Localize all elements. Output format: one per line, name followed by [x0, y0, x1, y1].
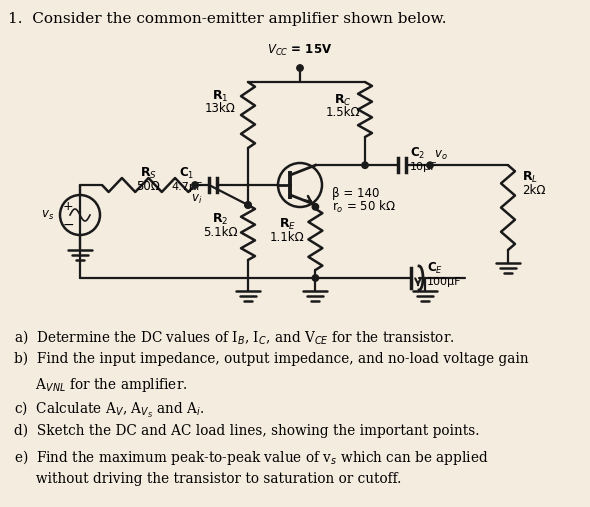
Text: A$_{VNL}$ for the amplifier.: A$_{VNL}$ for the amplifier.	[14, 376, 188, 394]
Text: R$_2$: R$_2$	[212, 211, 228, 227]
Text: e)  Find the maximum peak-to-peak value of v$_s$ which can be applied: e) Find the maximum peak-to-peak value o…	[14, 448, 489, 467]
Text: 10μF: 10μF	[410, 162, 438, 172]
Text: C$_2$: C$_2$	[410, 146, 425, 161]
Text: 5.1kΩ: 5.1kΩ	[203, 226, 237, 238]
Text: R$_L$: R$_L$	[522, 170, 538, 185]
Text: d)  Sketch the DC and AC load lines, showing the important points.: d) Sketch the DC and AC load lines, show…	[14, 424, 480, 439]
Text: +: +	[63, 200, 73, 213]
Text: 1.1kΩ: 1.1kΩ	[270, 231, 305, 244]
Circle shape	[192, 182, 198, 188]
Text: 1.5kΩ: 1.5kΩ	[326, 106, 360, 120]
Circle shape	[427, 162, 433, 168]
Text: 50Ω: 50Ω	[136, 180, 160, 194]
Circle shape	[362, 162, 368, 168]
Text: 13kΩ: 13kΩ	[205, 102, 235, 116]
Text: b)  Find the input impedance, output impedance, and no-load voltage gain: b) Find the input impedance, output impe…	[14, 352, 529, 367]
Circle shape	[297, 65, 303, 71]
Text: C$_1$: C$_1$	[179, 165, 195, 180]
Text: r$_o$ = 50 kΩ: r$_o$ = 50 kΩ	[332, 199, 396, 215]
Text: c)  Calculate A$_V$, A$_{V_S}$ and A$_i$.: c) Calculate A$_V$, A$_{V_S}$ and A$_i$.	[14, 400, 205, 420]
Text: v$_i$: v$_i$	[191, 193, 202, 205]
Text: R$_1$: R$_1$	[212, 88, 228, 103]
Text: 2kΩ: 2kΩ	[522, 184, 546, 197]
Text: R$_E$: R$_E$	[278, 218, 296, 232]
Text: v$_o$: v$_o$	[434, 149, 448, 162]
Circle shape	[245, 202, 251, 208]
Text: −: −	[62, 218, 74, 232]
Circle shape	[312, 275, 319, 281]
Text: R$_C$: R$_C$	[334, 92, 352, 107]
Text: $V_{CC}$ = 15V: $V_{CC}$ = 15V	[267, 43, 333, 58]
Text: β = 140: β = 140	[332, 187, 379, 199]
Text: a)  Determine the DC values of I$_B$, I$_C$, and V$_{CE}$ for the transistor.: a) Determine the DC values of I$_B$, I$_…	[14, 328, 455, 346]
Text: C$_E$: C$_E$	[427, 261, 443, 275]
Circle shape	[312, 204, 319, 210]
Text: 100μF: 100μF	[427, 277, 461, 287]
Text: 4.7μF: 4.7μF	[171, 182, 203, 192]
Text: 1.  Consider the common-emitter amplifier shown below.: 1. Consider the common-emitter amplifier…	[8, 12, 447, 26]
Text: R$_S$: R$_S$	[140, 165, 157, 180]
Text: without driving the transistor to saturation or cutoff.: without driving the transistor to satura…	[14, 472, 401, 486]
Text: v$_s$: v$_s$	[41, 208, 54, 222]
Circle shape	[245, 202, 251, 208]
